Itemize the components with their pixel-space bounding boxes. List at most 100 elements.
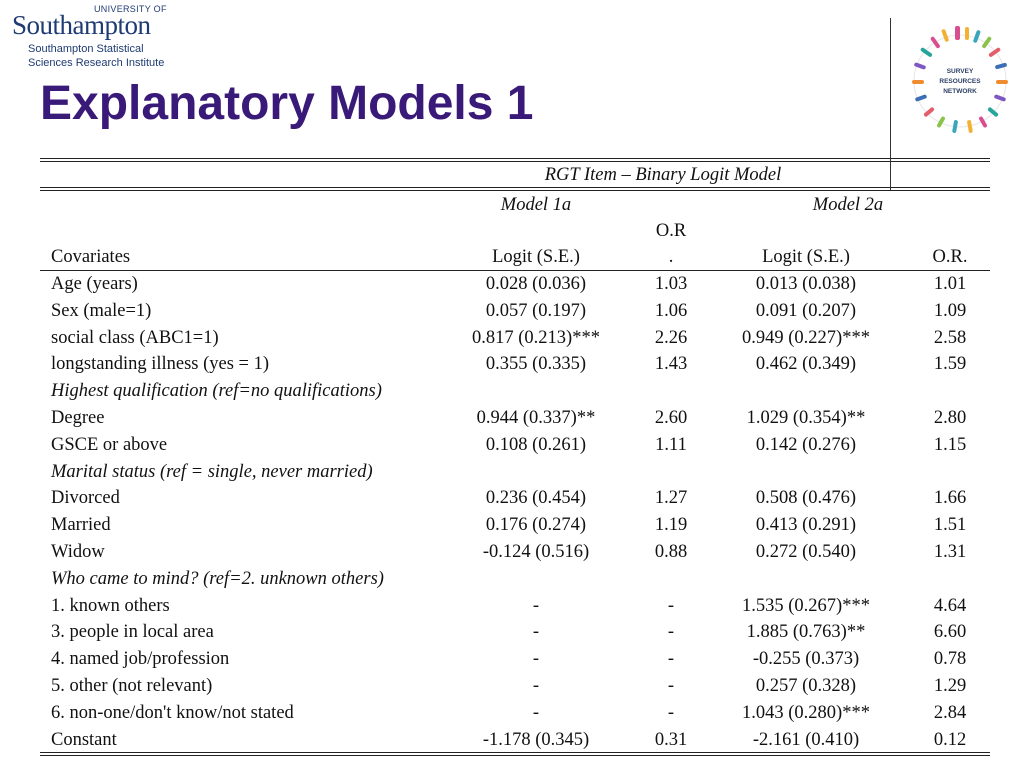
or1-cell: - <box>667 676 675 696</box>
page-title: Explanatory Models 1 <box>40 77 534 130</box>
logit-se-2-cell: 0.013 (0.038) <box>755 274 857 294</box>
or1-cell: 1.27 <box>654 488 688 509</box>
logit-se-2-cell: 1.885 (0.763)** <box>746 622 866 643</box>
table-top-rule <box>40 158 990 159</box>
table-row: Age (years) 0.028 (0.036) 1.03 0.013 (0.038… <box>40 271 990 298</box>
or2-cell: 2.80 <box>933 408 967 428</box>
or2-cell: 1.09 <box>933 300 967 321</box>
table-row: longstanding illness (yes = 1) 0.355 (0.3… <box>40 351 990 378</box>
logo-institute-line1: Southampton Statistical <box>28 43 144 55</box>
or1-header-line2: . <box>668 247 674 267</box>
table-group-header: RGT Item – Binary Logit Model <box>40 162 990 189</box>
covariate-cell: 1. known others <box>51 595 170 616</box>
covariate-cell: Marital status (ref = single, never marr… <box>51 461 373 482</box>
logit-se-1-cell: - <box>532 595 540 616</box>
logit-se-1-cell: 0.944 (0.337)** <box>476 408 596 428</box>
covariate-cell: 5. other (not relevant) <box>51 676 213 696</box>
group-header-divider <box>890 158 891 190</box>
or2-header: O.R. <box>932 247 968 267</box>
table-row: 3. people in local area - - 1.885 (0.763)**… <box>40 619 990 646</box>
or1-cell: 1.43 <box>654 354 688 375</box>
table-row: Married 0.176 (0.274) 1.19 0.413 (0.291) 1.5… <box>40 512 990 539</box>
or1-cell: 1.11 <box>655 434 687 455</box>
srn-line3: NETWORK <box>943 88 977 95</box>
logit-se-2-cell: 0.949 (0.227)*** <box>742 327 870 348</box>
table-row: Widow -0.124 (0.516) 0.88 0.272 (0.540) 1.31 <box>40 539 990 566</box>
or2-cell: 1.31 <box>933 542 967 562</box>
table-row: Sex (male=1) 0.057 (0.197) 1.06 0.091 (0.20… <box>40 298 990 325</box>
or2-cell: 1.66 <box>933 488 967 509</box>
or2-cell: 0.12 <box>933 729 967 750</box>
table-row: 6. non-one/don't know/not stated - - 1.043 … <box>40 700 990 727</box>
covariate-cell: GSCE or above <box>51 434 168 455</box>
logit-se-2-cell: 0.257 (0.328) <box>755 676 857 696</box>
covariate-cell: Constant <box>51 729 117 750</box>
covariate-cell: longstanding illness (yes = 1) <box>51 354 270 375</box>
logit-se-2-cell: 0.413 (0.291) <box>755 515 857 536</box>
or2-cell: 6.60 <box>933 622 967 643</box>
or1-cell: 1.06 <box>654 300 688 321</box>
table-bottom-rule-2 <box>40 755 990 756</box>
logit-se-1-cell: 0.176 (0.274) <box>485 515 587 536</box>
logit-se-2-cell: 1.535 (0.267)*** <box>742 595 870 616</box>
covariate-cell: Degree <box>51 408 105 428</box>
table-column-header: Covariates Logit (S.E.) . Logit (S.E.) O… <box>40 244 990 271</box>
covariate-cell: Highest qualification (ref=no qualificat… <box>51 381 382 402</box>
logo-institute-line2: Sciences Research Institute <box>28 57 165 69</box>
group-header-rule <box>40 187 990 188</box>
srn-line2: RESOURCES <box>939 78 981 85</box>
covariate-cell: Widow <box>51 542 105 562</box>
table-row: social class (ABC1=1) 0.817 (0.213)*** 2.2… <box>40 325 990 352</box>
or2-cell: 2.84 <box>933 702 967 723</box>
or1-cell: - <box>667 622 675 643</box>
logo-institute: Southampton Statistical Sciences Researc… <box>28 42 188 70</box>
covariate-cell: social class (ABC1=1) <box>51 327 219 348</box>
logit-se-1-cell: 0.236 (0.454) <box>485 488 587 509</box>
logit-se-1-cell: 0.028 (0.036) <box>485 274 587 294</box>
or1-cell: - <box>667 595 675 616</box>
logit-se-2-cell: -0.255 (0.373) <box>752 649 860 670</box>
or1-cell: 2.26 <box>654 327 688 348</box>
logit-se-1-cell: 0.057 (0.197) <box>485 300 587 321</box>
covariate-cell: Who came to mind? (ref=2. unknown others… <box>51 568 384 589</box>
or2-cell: 1.59 <box>933 354 967 375</box>
logit-se-1-cell: 0.355 (0.335) <box>485 354 587 375</box>
covariates-header: Covariates <box>51 247 131 267</box>
table-row: Degree 0.944 (0.337)** 2.60 1.029 (0.354)**… <box>40 405 990 432</box>
table-bottom-rule <box>40 752 990 753</box>
table-row: Constant -1.178 (0.345) 0.31 -2.161 (0.410)… <box>40 727 990 754</box>
logit-se-2-cell: 0.091 (0.207) <box>755 300 857 321</box>
srn-ring-figures <box>912 26 1008 133</box>
or2-cell: 1.51 <box>933 515 967 536</box>
table-row: 4. named job/profession - - -0.255 (0.373) 0… <box>40 646 990 673</box>
logit-se-1-cell: 0.108 (0.261) <box>485 434 587 455</box>
table-model-header: Model 1a Model 2a <box>40 192 990 219</box>
or2-cell: 1.01 <box>933 274 967 294</box>
group-title: RGT Item – Binary Logit Model <box>544 165 782 185</box>
or1-cell: 2.60 <box>654 408 688 428</box>
logo-wordmark: Southampton <box>12 10 151 40</box>
covariate-cell: Sex (male=1) <box>51 300 152 321</box>
table-column-header-top: O.R <box>40 218 990 245</box>
logit-se-2-cell: 0.142 (0.276) <box>755 434 857 455</box>
or2-cell: 2.58 <box>933 327 967 348</box>
header-bottom-rule <box>40 270 990 271</box>
logit-se-1-cell: -0.124 (0.516) <box>482 542 590 562</box>
logit-se-2-cell: 1.029 (0.354)** <box>746 408 866 428</box>
model2-label: Model 2a <box>812 195 884 215</box>
table-row: 5. other (not relevant) - - 0.257 (0.328) 1.… <box>40 673 990 700</box>
table-section-row: Highest qualification (ref=no qualificat… <box>40 378 990 405</box>
logit-se-2-cell: 0.508 (0.476) <box>755 488 857 509</box>
logit-se-2-cell: 0.272 (0.540) <box>755 542 857 562</box>
university-logo: UNIVERSITY OF Southampton Southampton St… <box>12 2 182 70</box>
model1-label: Model 1a <box>500 195 572 215</box>
or2-cell: 4.64 <box>933 595 967 616</box>
or1-cell: - <box>667 702 675 723</box>
survey-resources-network-logo: SURVEY RESOURCES NETWORK <box>912 26 1008 133</box>
covariate-cell: 6. non-one/don't know/not stated <box>51 702 294 723</box>
table-section-row: Who came to mind? (ref=2. unknown others… <box>40 566 990 593</box>
logit-se-1-cell: - <box>532 649 540 670</box>
or2-cell: 1.29 <box>933 676 967 696</box>
srn-line1: SURVEY <box>947 68 974 75</box>
logit-se-2-cell: 0.462 (0.349) <box>755 354 857 375</box>
